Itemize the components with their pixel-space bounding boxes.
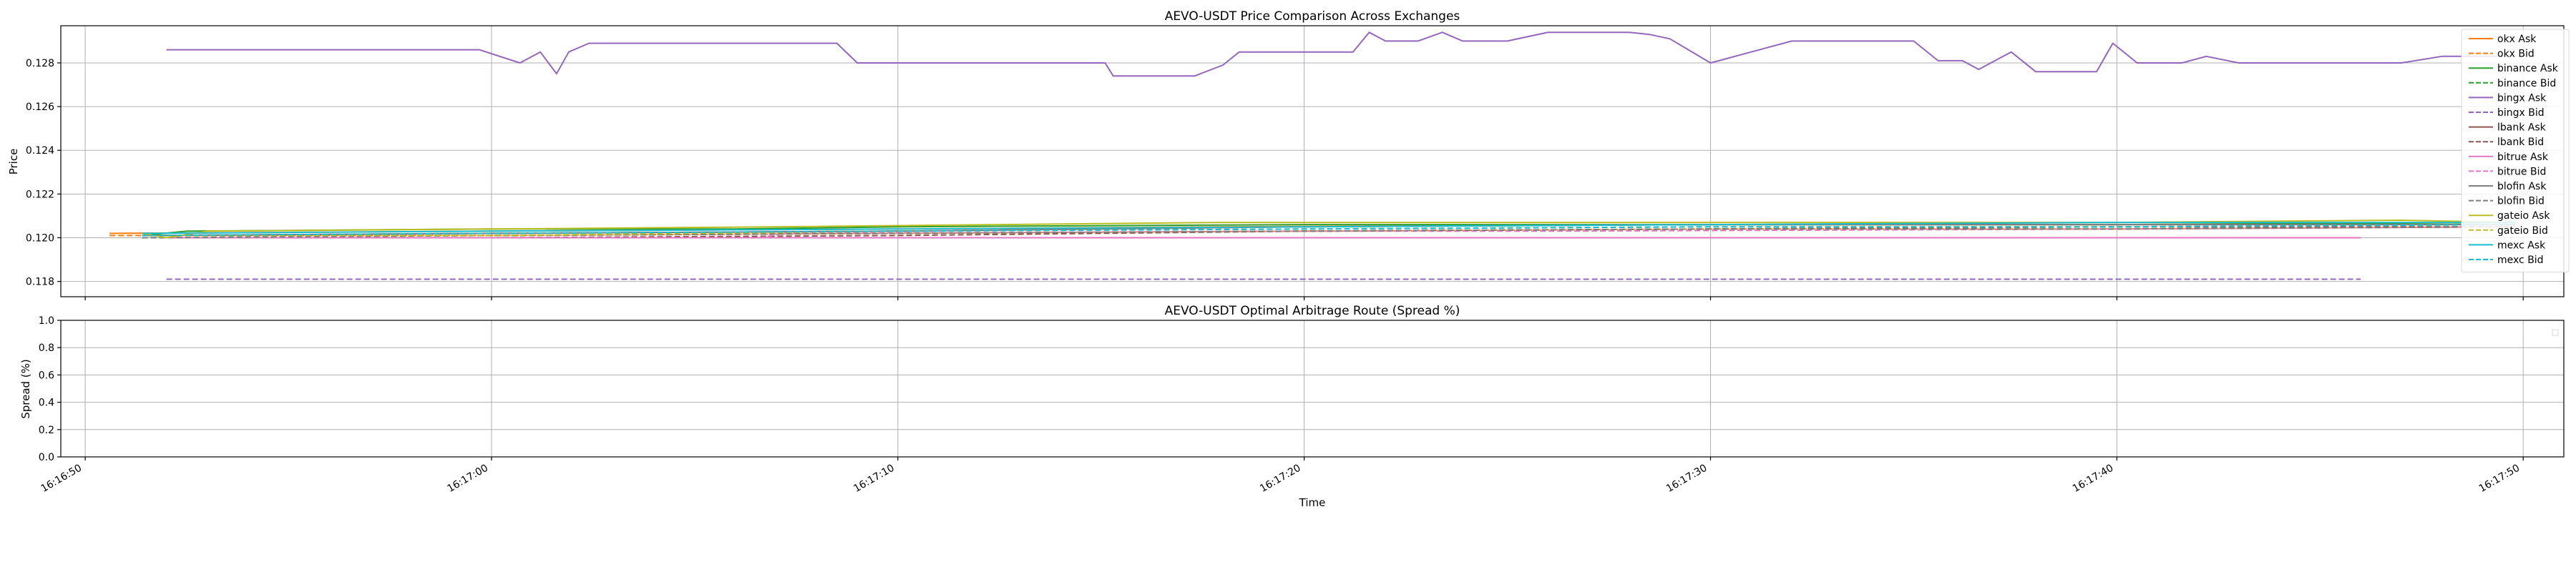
price-chart-y-tick-label: 0.118 (26, 277, 54, 288)
spread-chart-y-tick-label: 0.0 (39, 452, 54, 463)
series-line-mexc-bid (142, 224, 2515, 237)
spread-chart-y-tick-label: 0.8 (39, 342, 54, 354)
price-chart-y-tick-label: 0.122 (26, 189, 54, 200)
legend-label-blofin-ask: blofin Ask (2497, 181, 2547, 192)
price-chart-y-axis-label: Price (7, 149, 20, 175)
spread-chart-y-tick-label: 1.0 (39, 315, 54, 327)
price-chart-series (109, 31, 2515, 280)
price-comparison-chart: AEVO-USDT Price Comparison Across Exchan… (7, 9, 2570, 300)
legend-label-binance-ask: binance Ask (2497, 63, 2559, 74)
spread-chart-empty-legend (2552, 329, 2559, 336)
legend-label-blofin-bid: blofin Bid (2497, 196, 2545, 207)
spread-chart-y-tick-label: 0.6 (39, 370, 54, 381)
spread-chart-title: AEVO-USDT Optimal Arbitrage Route (Sprea… (1165, 304, 1460, 318)
series-line-mexc-ask (142, 222, 2515, 235)
series-line-gateio-ask (142, 220, 2515, 239)
price-chart-y-tick-label: 0.124 (26, 145, 54, 157)
spread-chart-x-tick-label: 16:17:00 (445, 463, 489, 495)
legend-label-lbank-ask: lbank Ask (2497, 122, 2547, 134)
spread-chart-x-tick-label: 16:17:40 (2071, 463, 2115, 495)
legend-label-bitrue-bid: bitrue Bid (2497, 166, 2546, 177)
spread-chart-x-tick-label: 16:16:50 (39, 463, 84, 495)
price-chart-y-ticks: 0.118 0.120 0.122 0.124 0.126 0.128 (26, 58, 61, 288)
spread-chart-x-axis-label: Time (1299, 496, 1326, 509)
spread-chart-y-tick-label: 0.4 (39, 398, 54, 409)
legend-label-mexc-bid: mexc Bid (2497, 255, 2544, 266)
price-chart-y-tick-label: 0.126 (26, 102, 54, 113)
price-chart-y-tick-label: 0.120 (26, 232, 54, 244)
legend-label-gateio-bid: gateio Bid (2497, 225, 2548, 237)
price-chart-x-ticks (84, 297, 2524, 300)
spread-chart-y-axis-label: Spread (%) (19, 359, 32, 419)
spread-chart-x-tick-label: 16:17:10 (852, 463, 896, 495)
spread-chart-x-tick-label: 16:17:30 (1664, 463, 1709, 495)
spread-chart: AEVO-USDT Optimal Arbitrage Route (Sprea… (19, 304, 2565, 509)
spread-chart-x-tick-label: 16:17:20 (1258, 463, 1302, 495)
spread-chart-plot-area (61, 320, 2564, 457)
price-chart-plot-area (61, 26, 2564, 297)
legend-label-bingx-bid: bingx Bid (2497, 107, 2545, 119)
legend-label-okx-ask: okx Ask (2497, 34, 2537, 45)
price-chart-legend-box (2461, 29, 2570, 273)
legend-label-okx-bid: okx Bid (2497, 49, 2534, 60)
spread-chart-x-ticks: 16:16:50 16:17:00 16:17:10 16:17:20 16:17:30… (39, 457, 2524, 495)
legend-label-lbank-bid: lbank Bid (2497, 137, 2544, 148)
spread-chart-frame (60, 320, 2565, 458)
spread-chart-y-tick-label: 0.2 (39, 425, 54, 436)
spread-chart-y-ticks: 0.0 0.2 0.4 0.6 0.8 1.0 (39, 315, 61, 463)
legend-label-gateio-ask: gateio Ask (2497, 210, 2550, 222)
legend-label-bitrue-ask: bitrue Ask (2497, 152, 2549, 163)
legend-label-mexc-ask: mexc Ask (2497, 240, 2546, 251)
legend-label-binance-bid: binance Bid (2497, 78, 2556, 89)
legend-label-bingx-ask: bingx Ask (2497, 92, 2547, 104)
series-line-blofin-bid (142, 226, 2515, 239)
price-chart-y-tick-label: 0.128 (26, 58, 54, 69)
spread-chart-x-tick-label: 16:17:50 (2477, 463, 2522, 495)
series-line-bingx-ask (166, 31, 2515, 77)
price-chart-title: AEVO-USDT Price Comparison Across Exchan… (1165, 9, 1460, 24)
price-chart-legend: okx Ask okx Bid binance Ask binance Bid bing… (2461, 29, 2570, 273)
